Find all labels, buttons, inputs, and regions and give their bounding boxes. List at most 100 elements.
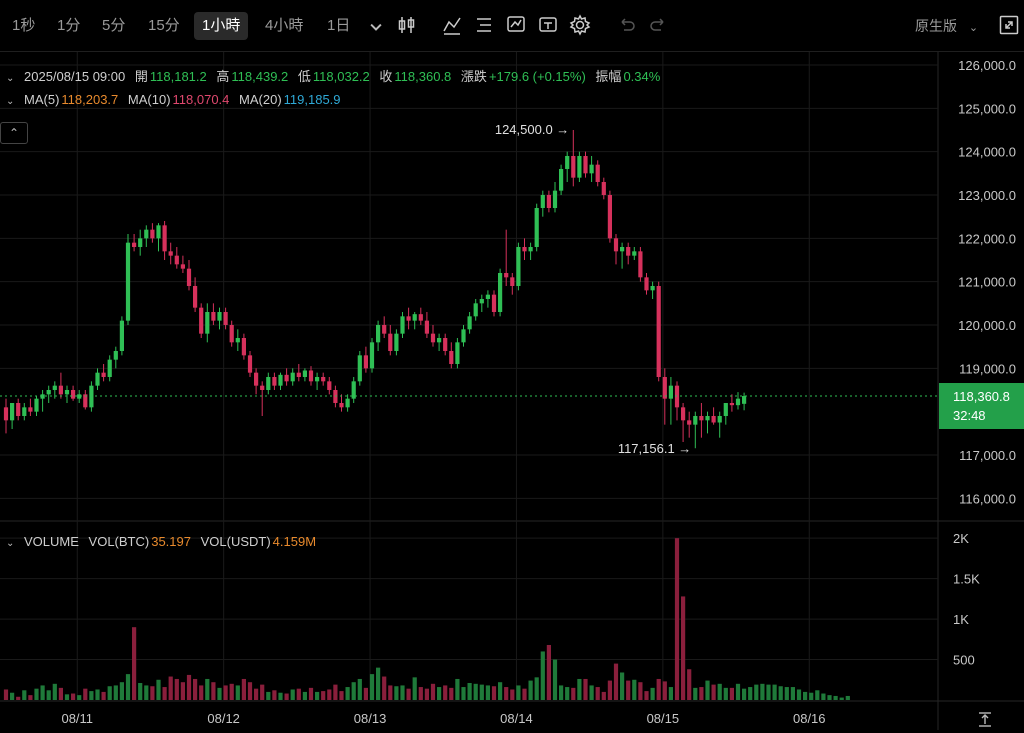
candlestick-type-icon[interactable] xyxy=(396,14,418,36)
volume-bar xyxy=(723,687,728,700)
timeframe-1d[interactable]: 1日 xyxy=(327,17,351,34)
volume-bar xyxy=(815,690,820,700)
volume-bar xyxy=(217,687,222,700)
volume-bar xyxy=(266,691,271,700)
chart-template-icon[interactable] xyxy=(505,14,527,36)
candle-body xyxy=(229,325,234,343)
price-tick-label: 125,000.0 xyxy=(958,101,1016,116)
volume-bar xyxy=(613,663,619,700)
candle-body xyxy=(601,182,606,195)
candle-body xyxy=(186,268,192,286)
timeframe-1h[interactable]: 1小時 xyxy=(194,12,249,40)
drawing-list-icon[interactable] xyxy=(473,14,495,36)
chevron-down-icon[interactable]: ⌄ xyxy=(6,538,15,549)
view-mode-label: 原生版 xyxy=(915,18,957,34)
chevron-down-icon[interactable]: ⌄ xyxy=(6,73,15,84)
candle-body xyxy=(119,320,124,351)
auto-scale-icon[interactable] xyxy=(976,710,994,728)
low-label: 低 xyxy=(297,69,311,84)
settings-gear-icon[interactable] xyxy=(569,14,591,36)
fullscreen-icon[interactable] xyxy=(998,14,1020,36)
candle-body xyxy=(644,277,649,291)
redo-icon[interactable] xyxy=(647,14,669,36)
price-tick-label: 126,000.0 xyxy=(958,58,1016,73)
volume-bar xyxy=(119,682,124,700)
chart-toolbar: 1秒 1分 5分 15分 1小時 4小時 1日 原生版 ⌄ xyxy=(0,0,1024,52)
volume-bar xyxy=(595,687,600,700)
volume-bar xyxy=(89,691,94,700)
low-annotation: 117,156.1 → xyxy=(618,441,691,456)
candle-body xyxy=(77,394,82,399)
volume-bar xyxy=(430,683,436,700)
candle-body xyxy=(144,229,149,239)
timeframe-5m[interactable]: 5分 xyxy=(102,17,126,34)
alert-settings-icon[interactable] xyxy=(537,14,559,36)
volume-bar xyxy=(107,686,112,700)
timeframe-15m[interactable]: 15分 xyxy=(148,17,180,34)
collapse-indicators-button[interactable]: ⌃ xyxy=(0,122,28,144)
volume-bar xyxy=(58,687,63,700)
candle-body xyxy=(40,394,45,399)
chevron-down-icon[interactable]: ⌄ xyxy=(6,96,15,107)
ma5-value: 118,203.7 xyxy=(61,92,119,107)
candle-body xyxy=(595,164,600,182)
volume-bar xyxy=(668,687,673,700)
volume-bar xyxy=(607,680,612,700)
candle-body xyxy=(461,329,466,343)
price-tick-label: 123,000.0 xyxy=(958,188,1016,203)
candle-body xyxy=(418,314,423,321)
candle-body xyxy=(638,251,643,278)
candle-body xyxy=(296,372,301,377)
indicators-icon[interactable] xyxy=(441,14,463,36)
candle-body xyxy=(254,372,259,386)
volume-bar xyxy=(254,688,259,700)
volume-bar xyxy=(437,687,442,700)
volume-bar xyxy=(766,684,771,700)
volume-bar xyxy=(400,685,405,700)
candle-body xyxy=(278,374,283,386)
time-tick-label: 08/14 xyxy=(500,711,533,726)
volume-bar xyxy=(284,693,289,700)
volume-bar xyxy=(77,695,82,700)
candle-body xyxy=(156,225,161,239)
volume-bar xyxy=(247,682,253,700)
volume-bar xyxy=(205,678,210,700)
volume-bar xyxy=(95,689,100,700)
volume-bar xyxy=(64,694,70,700)
candle-body xyxy=(83,394,88,408)
volume-bar xyxy=(186,674,192,700)
volume-bar xyxy=(132,627,137,700)
candle-body xyxy=(241,338,246,356)
volume-bar xyxy=(565,687,570,700)
timeframe-4h[interactable]: 4小時 xyxy=(265,17,304,34)
volume-bar xyxy=(491,686,497,700)
volume-bar xyxy=(699,687,704,700)
candle-body xyxy=(308,370,314,382)
chevron-down-icon[interactable] xyxy=(365,16,383,34)
volume-bar xyxy=(735,683,741,700)
candle-body xyxy=(729,403,734,406)
view-mode-select[interactable]: 原生版 ⌄ xyxy=(915,16,978,36)
candle-body xyxy=(705,416,710,421)
ma20-value: 119,185.9 xyxy=(283,92,341,107)
ma10-label: MA(10) xyxy=(127,92,171,107)
undo-icon[interactable] xyxy=(616,14,638,36)
volume-bar xyxy=(790,687,795,700)
change-value: +179.6 (+0.15%) xyxy=(488,69,586,84)
volume-bar xyxy=(534,677,539,700)
high-annotation: 124,500.0 → xyxy=(495,122,569,137)
candle-body xyxy=(607,195,612,239)
candle-body xyxy=(205,312,210,334)
timeframe-1m[interactable]: 1分 xyxy=(57,17,81,34)
volume-bar xyxy=(40,685,45,700)
high-value: 118,439.2 xyxy=(231,69,289,84)
volume-bar xyxy=(552,659,558,700)
candle-body xyxy=(52,385,57,390)
candle-body xyxy=(589,164,594,174)
timeframe-1s[interactable]: 1秒 xyxy=(12,17,36,34)
vol-btc-label: VOL(BTC) xyxy=(88,534,150,549)
candle-body xyxy=(437,338,442,343)
volume-bar xyxy=(241,678,246,700)
candle-body xyxy=(650,286,655,291)
